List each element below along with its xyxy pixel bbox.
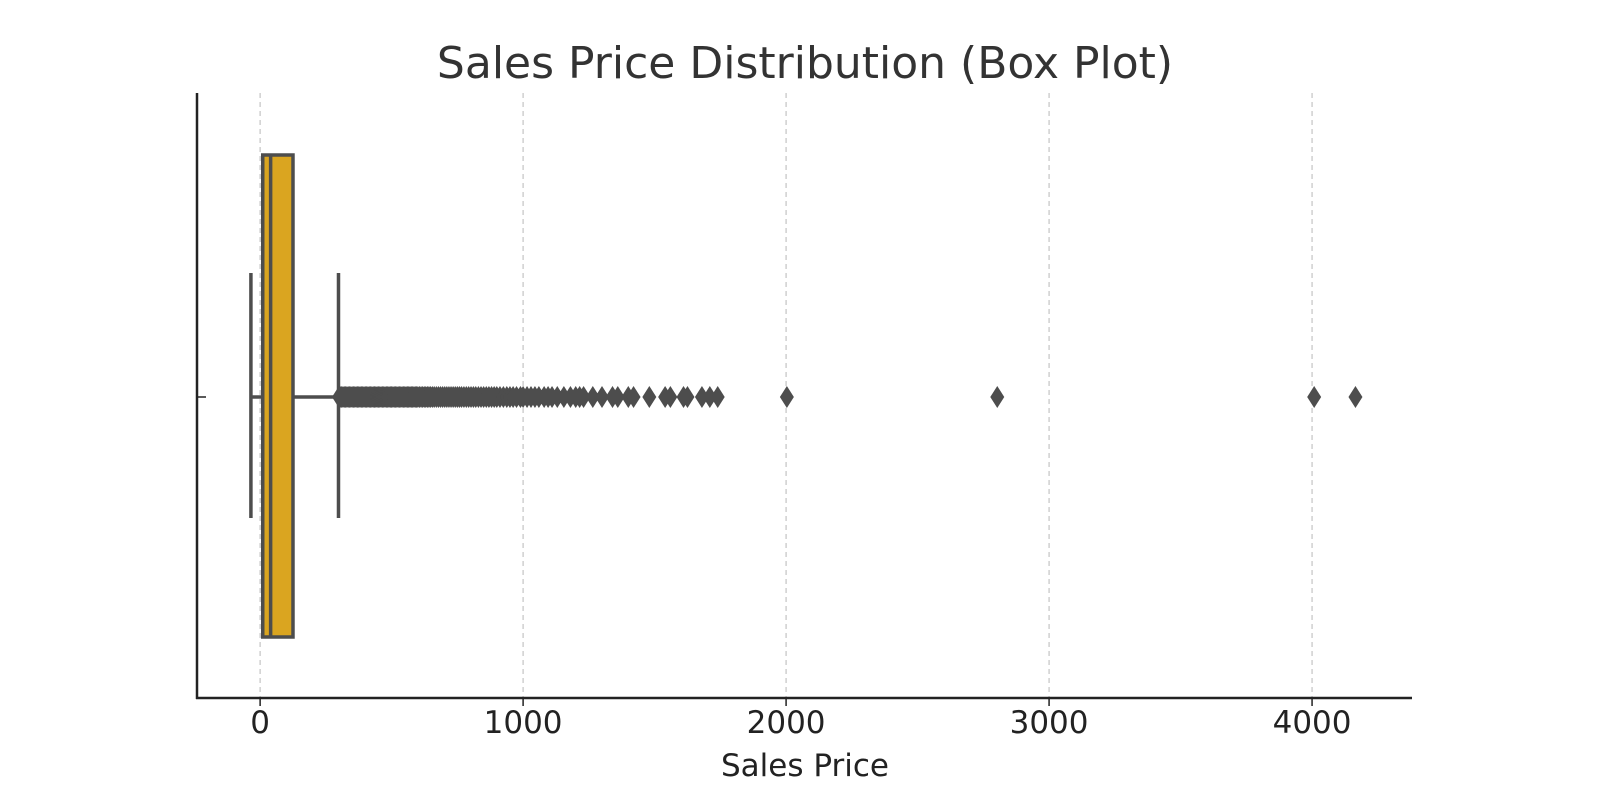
chart-title: Sales Price Distribution (Box Plot) [437, 38, 1173, 89]
grid-lines [259, 93, 1313, 698]
x-tick-label: 2000 [747, 705, 826, 741]
box-plot [249, 153, 341, 639]
outlier-point [585, 386, 600, 408]
outlier-point [595, 386, 609, 408]
x-tick-label: 4000 [1273, 705, 1352, 741]
outlier-point [680, 386, 695, 408]
outlier-point [990, 386, 1005, 408]
outlier-point [576, 386, 591, 408]
outlier-point [663, 386, 678, 408]
outlier-point [610, 386, 625, 408]
x-tick-label: 3000 [1010, 705, 1089, 741]
outlier-point [642, 386, 657, 408]
x-ticks: 0 1000 2000 3000 4000 [250, 698, 1352, 741]
outlier-point [694, 386, 709, 408]
x-tick-label: 0 [250, 705, 270, 741]
x-axis-label: Sales Price [721, 748, 889, 784]
outlier-point [1348, 386, 1363, 408]
outlier-points [332, 386, 1363, 408]
iqr-box [260, 153, 295, 639]
outlier-point [1307, 386, 1322, 408]
outlier-point [710, 386, 725, 408]
outlier-point [626, 386, 641, 408]
x-tick-label: 1000 [484, 705, 563, 741]
outlier-point [702, 386, 717, 408]
outlier-point [779, 386, 794, 408]
